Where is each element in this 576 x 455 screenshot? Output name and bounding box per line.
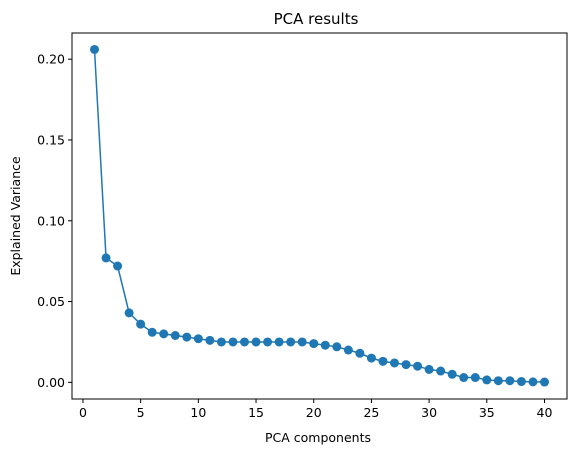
series-line: [93, 49, 545, 383]
data-point: [170, 330, 180, 340]
data-point: [320, 340, 330, 350]
data-point: [228, 337, 238, 347]
data-point: [424, 364, 434, 374]
data-point: [413, 361, 423, 371]
data-point: [251, 337, 261, 347]
data-point: [482, 375, 492, 385]
data-point: [528, 377, 538, 387]
data-point: [216, 337, 226, 347]
data-point: [343, 345, 353, 355]
y-tick-label: 0.10: [37, 213, 65, 228]
data-point: [159, 329, 169, 339]
x-axis-label: PCA components: [265, 430, 371, 445]
data-point: [193, 334, 203, 344]
data-point: [447, 369, 457, 379]
x-tick-label: 15: [248, 405, 264, 420]
data-point: [540, 377, 549, 387]
x-tick-label: 5: [137, 405, 145, 420]
data-point: [205, 335, 215, 345]
data-point: [505, 376, 515, 386]
data-point: [493, 376, 503, 386]
x-tick-label: 40: [537, 405, 553, 420]
data-point: [113, 261, 123, 271]
y-tick-label: 0.05: [37, 294, 65, 309]
data-point: [470, 373, 480, 383]
data-point: [366, 353, 376, 363]
data-point: [263, 337, 273, 347]
x-tick-label: 25: [363, 405, 379, 420]
data-point: [240, 337, 249, 347]
plot-area: [90, 44, 549, 387]
data-point: [136, 319, 146, 329]
chart-title: PCA results: [274, 10, 359, 28]
x-tick-label: 20: [306, 405, 322, 420]
data-point: [355, 348, 365, 358]
x-tick-label: 10: [190, 405, 206, 420]
data-point: [390, 358, 399, 368]
y-tick-label: 0.00: [37, 375, 65, 390]
y-tick-label: 0.15: [37, 132, 65, 147]
x-tick-label: 30: [421, 405, 437, 420]
data-point: [286, 337, 296, 347]
data-point: [459, 373, 469, 383]
data-point: [182, 332, 192, 342]
data-point: [516, 377, 526, 387]
x-tick-label: 0: [79, 405, 87, 420]
data-point: [147, 327, 157, 337]
data-point: [332, 342, 342, 352]
data-point: [101, 253, 111, 263]
x-tick-label: 35: [479, 405, 495, 420]
x-axis-ticks: 0 5 10 15 20 25 30 35 40: [79, 399, 553, 420]
data-point: [297, 337, 307, 347]
data-point: [436, 366, 446, 376]
y-tick-label: 0.20: [37, 52, 65, 67]
data-point: [309, 339, 319, 349]
plot-frame: [71, 32, 568, 400]
y-axis-label: Explained Variance: [8, 156, 23, 276]
data-point: [378, 356, 388, 366]
data-point: [90, 44, 99, 54]
data-point: [124, 308, 134, 318]
data-point: [401, 360, 411, 370]
data-point: [274, 337, 284, 347]
y-axis-ticks: 0.00 0.05 0.10 0.15 0.20: [37, 52, 72, 390]
